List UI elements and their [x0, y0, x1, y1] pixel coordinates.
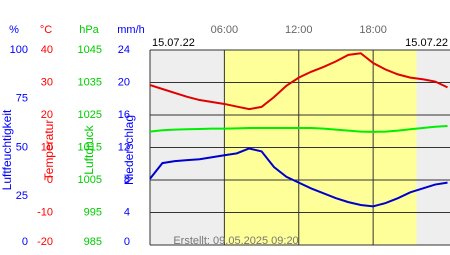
y-tick-label: 10 — [41, 141, 53, 153]
axis-title: Luftfeuchtigkeit — [0, 109, 14, 190]
y-tick-label: 16 — [118, 109, 130, 121]
y-tick-label: 50 — [16, 141, 28, 153]
series-line — [149, 147, 448, 208]
axis-title: Luftdruck — [82, 124, 96, 174]
y-tick-label: 985 — [84, 236, 102, 248]
y-tick-label: 0 — [22, 236, 28, 248]
x-tick-label: 12:00 — [285, 24, 313, 36]
y-tick-label: 1045 — [78, 44, 102, 56]
y-tick-label: 995 — [84, 206, 102, 218]
y-tick-label: 8 — [124, 174, 130, 186]
y-tick-label: 4 — [124, 206, 130, 218]
axis-unit: hPa — [79, 24, 99, 36]
date-label: 15.07.22 — [405, 37, 448, 49]
axis-unit: mm/h — [117, 24, 145, 36]
x-tick-label: 06:00 — [211, 24, 239, 36]
y-tick-label: 0 — [47, 174, 53, 186]
y-tick-label: 20 — [118, 76, 130, 88]
y-tick-label: 1015 — [78, 141, 102, 153]
axis-unit: % — [9, 24, 19, 36]
y-tick-label: 100 — [10, 44, 28, 56]
y-tick-label: 75 — [16, 93, 28, 105]
y-tick-label: 30 — [41, 76, 53, 88]
y-tick-label: -10 — [37, 206, 53, 218]
series-line — [149, 52, 448, 111]
y-tick-label: 12 — [118, 141, 130, 153]
y-tick-label: 40 — [41, 44, 53, 56]
date-label: 15.07.22 — [152, 37, 195, 49]
y-tick-label: 1035 — [78, 76, 102, 88]
y-tick-label: 20 — [41, 109, 53, 121]
y-tick-label: 1005 — [78, 174, 102, 186]
y-tick-label: -20 — [37, 236, 53, 248]
y-tick-label: 1025 — [78, 109, 102, 121]
created-note: Erstellt: 09.05.2025 09:20 — [173, 235, 298, 247]
x-tick-label: 18:00 — [359, 24, 387, 36]
axis-unit: °C — [40, 24, 52, 36]
series-line — [149, 125, 448, 133]
axis-title: Niederschlag — [122, 115, 136, 185]
y-tick-label: 0 — [124, 236, 130, 248]
y-tick-label: 24 — [118, 44, 130, 56]
y-tick-label: 25 — [16, 190, 28, 202]
axis-title: Temperatur — [42, 120, 56, 181]
